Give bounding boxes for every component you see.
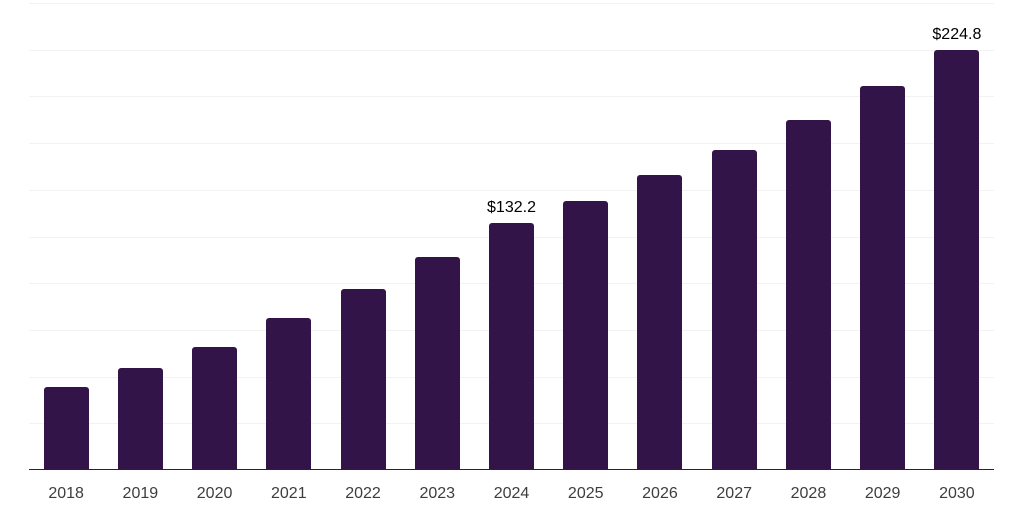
gridline: [29, 189, 994, 191]
x-tick-label-2022: 2022: [345, 485, 381, 502]
bar-2021: [266, 317, 312, 470]
gridline: [29, 143, 994, 145]
bar-value-label-2030: $224.8: [932, 26, 982, 44]
bar-2028: [785, 119, 831, 470]
x-tick-label-2018: 2018: [48, 485, 84, 502]
x-tick-label-2025: 2025: [567, 485, 604, 502]
bar-2024: [489, 223, 534, 470]
bar-2019: [117, 367, 163, 470]
bar-2029: [860, 86, 906, 470]
bar-2026: [637, 174, 683, 470]
bar-2030: [934, 50, 980, 470]
gridline: [29, 49, 994, 51]
bar-value-label-2024: $132.2: [487, 199, 536, 217]
x-tick-label-2021: 2021: [271, 485, 307, 502]
x-tick-label-2023: 2023: [419, 485, 456, 502]
bar-2018: [43, 387, 89, 470]
gridline: [29, 3, 994, 4]
bar-2027: [711, 149, 757, 470]
bar-2020: [192, 346, 238, 470]
x-axis-line: [29, 468, 994, 470]
x-tick-label-2027: 2027: [716, 485, 752, 502]
bar-2025: [563, 200, 609, 470]
x-tick-label-2019: 2019: [122, 485, 159, 502]
gridline: [29, 96, 994, 98]
x-tick-label-2020: 2020: [196, 485, 233, 502]
bar-2022: [340, 288, 386, 470]
x-tick-label-2024: 2024: [493, 485, 530, 502]
x-tick-label-2029: 2029: [864, 485, 901, 502]
x-tick-label-2030: 2030: [939, 485, 975, 502]
bar-2023: [414, 256, 460, 470]
x-tick-label-2026: 2026: [642, 485, 678, 502]
x-tick-label-2028: 2028: [790, 485, 827, 502]
